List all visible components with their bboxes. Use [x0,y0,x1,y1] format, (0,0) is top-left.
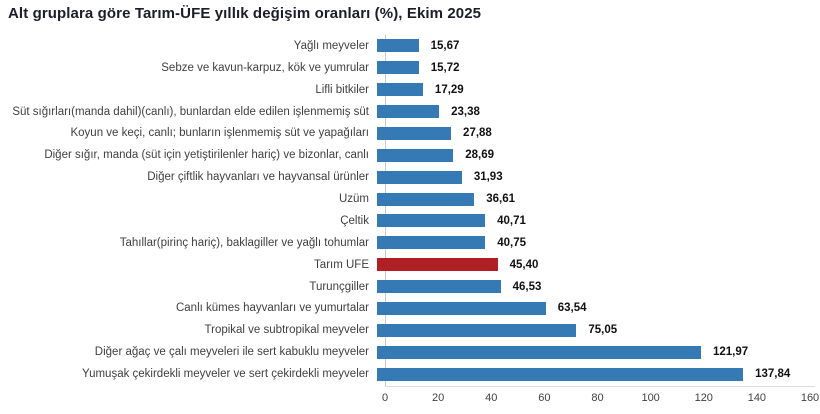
bar-area: 17,29 [377,79,802,101]
x-tick-label: 60 [538,392,551,404]
chart-row: Üzüm 36,61 [0,188,810,210]
bar[interactable] [377,83,423,97]
bar[interactable] [377,214,486,228]
x-axis-ticks: 0 20 40 60 80 100 120 140 160 [0,392,820,408]
bar[interactable] [377,105,440,119]
value-label: 36,61 [486,193,516,206]
bar-area: 27,88 [377,123,802,145]
category-label: Üzüm [338,193,369,206]
value-label: 17,29 [434,83,464,96]
category-label: Koyun ve keçi, canlı; bunların işlenmemi… [70,127,369,140]
value-label: 63,54 [557,302,587,315]
bar-area: 15,67 [377,35,802,57]
x-tick-label: 160 [800,392,820,404]
bar-area: 63,54 [377,298,802,320]
x-tick-label: 40 [485,392,498,404]
category-label: Lifli bitkiler [315,83,369,96]
x-tick-label: 80 [591,392,604,404]
bar[interactable] [377,367,744,381]
x-tick-label: 140 [747,392,767,404]
x-tick-label: 0 [381,392,389,404]
bar[interactable] [377,301,546,315]
value-label: 23,38 [451,105,480,118]
chart-row: Tahıllar(pirinç hariç), baklagiller ve y… [0,232,810,254]
category-label: Tahıllar(pirinç hariç), baklagiller ve y… [119,236,369,249]
category-label: Tropikal ve subtropikal meyveler [204,324,369,337]
bar[interactable] [377,61,419,75]
category-label: Süt sığırları(manda dahil)(canlı), bunla… [12,105,369,118]
bar[interactable] [377,126,452,140]
bar-area: 121,97 [377,341,802,363]
value-label: 46,53 [512,280,542,293]
chart-title: Alt gruplara göre Tarım-ÜFE yıllık değiş… [8,5,482,22]
x-tick-label: 120 [694,392,713,404]
category-label: Diğer ağaç ve çalı meyveleri ile sert ka… [94,346,369,359]
chart-row: Sebze ve kavun-karpuz, kök ve yumrular 15… [0,57,810,79]
bar-area: 45,40 [377,254,802,276]
category-label: Diğer çiftlik hayvanları ve hayvansal ür… [147,171,369,184]
x-tick-label: 20 [432,392,445,404]
value-label: 15,72 [430,61,460,74]
x-tick-label: 100 [641,392,660,404]
category-label: Sebze ve kavun-karpuz, kök ve yumrular [161,61,369,74]
value-label: 40,71 [497,214,526,227]
chart-row: Canlı kümes hayvanları ve yumurtalar 63,5… [0,298,810,320]
bar[interactable] [377,170,462,184]
bar-area: 36,61 [377,188,802,210]
bar[interactable] [377,280,501,294]
chart-row: Tropikal ve subtropikal meyveler 75,05 [0,319,810,341]
category-label: Canlı kümes hayvanları ve yumurtalar [175,302,369,315]
value-label: 45,40 [509,258,539,271]
plot-area: Yağlı meyveler 15,67 Sebze ve kavun-karpuz… [0,35,810,385]
bar-area: 46,53 [377,276,802,298]
category-label: Turunçgiller [309,280,369,293]
chart-row: Koyun ve keçi, canlı; bunların işlenmemi… [0,123,810,145]
chart-row: Süt sığırları(manda dahil)(canlı), bunla… [0,101,810,123]
category-label: Diğer sığır, manda (süt için yetiştirile… [44,149,369,162]
bar[interactable] [377,192,475,206]
category-label: Tarım ÜFE [314,258,369,271]
category-label: Çeltik [340,214,369,227]
bar-area: 75,05 [377,319,802,341]
bar-highlight[interactable] [377,258,498,272]
chart-row: Turunçgiller 46,53 [0,276,810,298]
value-label: 121,97 [712,346,749,359]
y-axis-line [385,35,386,386]
value-label: 31,93 [473,171,503,184]
chart-row: Tarım ÜFE 45,40 [0,254,810,276]
value-label: 137,84 [755,368,791,381]
chart-row: Çeltik 40,71 [0,210,810,232]
chart-row: Yağlı meyveler 15,67 [0,35,810,57]
bar-area: 31,93 [377,166,802,188]
bar[interactable] [377,345,701,359]
chart-row: Diğer sığır, manda (süt için yetiştirile… [0,144,810,166]
chart-row: Lifli bitkiler 17,29 [0,79,810,101]
value-label: 75,05 [588,324,618,337]
chart-row: Diğer çiftlik hayvanları ve hayvansal ür… [0,166,810,188]
bar-area: 28,69 [377,144,802,166]
bar-area: 40,75 [377,232,802,254]
bar[interactable] [377,323,577,337]
bar-area: 15,72 [377,57,802,79]
bar[interactable] [377,148,454,162]
bar-area: 23,38 [377,101,802,123]
category-label: Yumuşak çekirdekli meyveler ve sert çeki… [82,368,369,381]
value-label: 27,88 [463,127,492,140]
chart-row: Yumuşak çekirdekli meyveler ve sert çeki… [0,363,810,385]
value-label: 40,75 [497,236,527,249]
x-axis-line [385,386,815,387]
category-label: Yağlı meyveler [293,39,369,52]
chart-row: Diğer ağaç ve çalı meyveleri ile sert ka… [0,341,810,363]
bar-area: 40,71 [377,210,802,232]
bar[interactable] [377,236,486,250]
value-label: 15,67 [430,39,460,52]
bar-area: 137,84 [377,363,802,385]
bar[interactable] [377,39,419,53]
value-label: 28,69 [465,149,494,162]
